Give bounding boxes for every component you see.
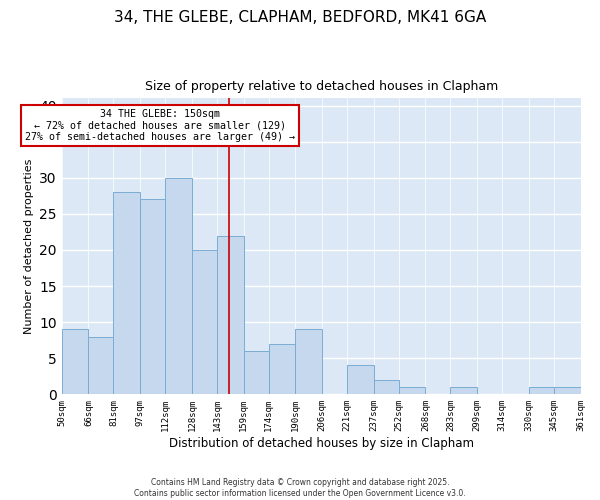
Bar — [62, 330, 88, 394]
Bar — [554, 387, 581, 394]
Bar — [244, 351, 269, 395]
Bar — [269, 344, 295, 395]
Bar — [88, 336, 113, 394]
Bar — [529, 387, 554, 394]
Text: Contains HM Land Registry data © Crown copyright and database right 2025.
Contai: Contains HM Land Registry data © Crown c… — [134, 478, 466, 498]
Bar — [217, 236, 244, 394]
Text: 34, THE GLEBE, CLAPHAM, BEDFORD, MK41 6GA: 34, THE GLEBE, CLAPHAM, BEDFORD, MK41 6G… — [114, 10, 486, 25]
Bar — [451, 387, 477, 394]
Text: 34 THE GLEBE: 150sqm
← 72% of detached houses are smaller (129)
27% of semi-deta: 34 THE GLEBE: 150sqm ← 72% of detached h… — [25, 109, 295, 142]
Bar — [140, 200, 165, 394]
Bar — [165, 178, 192, 394]
Y-axis label: Number of detached properties: Number of detached properties — [24, 158, 34, 334]
Bar — [192, 250, 217, 394]
Title: Size of property relative to detached houses in Clapham: Size of property relative to detached ho… — [145, 80, 498, 93]
Bar — [398, 387, 425, 394]
Bar — [113, 192, 140, 394]
Bar — [374, 380, 398, 394]
X-axis label: Distribution of detached houses by size in Clapham: Distribution of detached houses by size … — [169, 437, 473, 450]
Bar — [347, 366, 374, 394]
Bar — [295, 330, 322, 394]
